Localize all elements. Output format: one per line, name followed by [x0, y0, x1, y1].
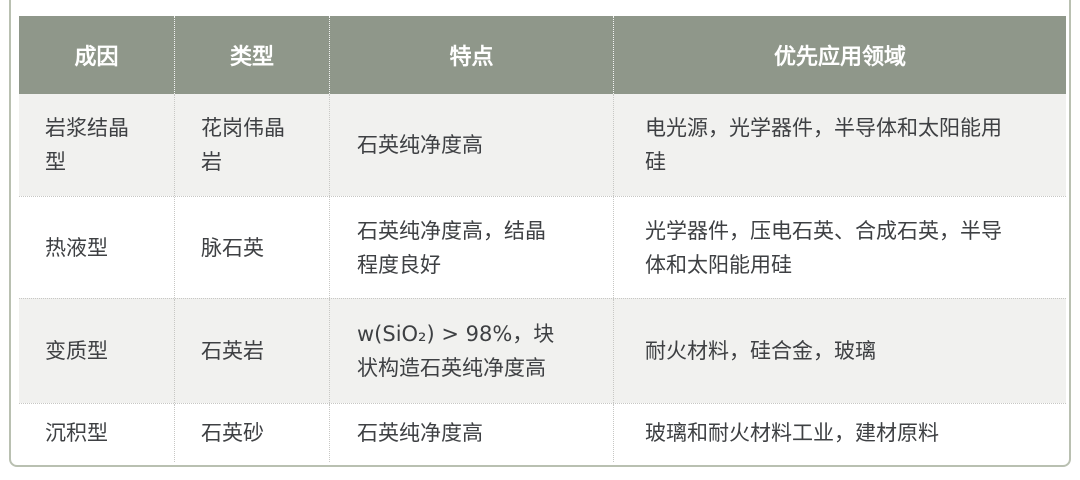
cell-text: 玻璃和耐火材料工业，建材原料 — [645, 421, 939, 445]
cell-text: 花岗伟晶岩 — [201, 116, 285, 174]
cell-cause: 岩浆结晶型 — [19, 94, 175, 196]
cell-text: 沉积型 — [45, 421, 108, 445]
cell-feature: 石英纯净度高 — [330, 404, 614, 462]
cell-feature: 石英纯净度高，结晶程度良好 — [330, 197, 614, 298]
header-cell-type: 类型 — [175, 16, 330, 94]
cell-application: 电光源，光学器件，半导体和太阳能用硅 — [614, 94, 1066, 196]
cell-text: 电光源，光学器件，半导体和太阳能用硅 — [645, 116, 1002, 174]
cell-text: 耐火材料，硅合金，玻璃 — [645, 339, 876, 363]
cell-text: 变质型 — [45, 339, 108, 363]
table-row: 沉积型 石英砂 石英纯净度高 玻璃和耐火材料工业，建材原料 — [19, 403, 1066, 462]
cell-text: 岩浆结晶型 — [45, 116, 129, 174]
cell-feature: 石英纯净度高 — [330, 94, 614, 196]
cell-text: 光学器件，压电石英、合成石英，半导体和太阳能用硅 — [645, 218, 1002, 277]
header-cell-feature: 特点 — [330, 16, 614, 94]
cell-text: 石英纯净度高 — [357, 421, 483, 445]
cell-application: 玻璃和耐火材料工业，建材原料 — [614, 404, 1066, 462]
quartz-genesis-table: 成因 类型 特点 优先应用领域 岩浆结晶型 花岗伟晶岩 石英纯净度高 电光源，光… — [19, 16, 1066, 462]
cell-cause: 沉积型 — [19, 404, 175, 462]
header-cell-cause: 成因 — [19, 16, 175, 94]
table-row: 热液型 脉石英 石英纯净度高，结晶程度良好 光学器件，压电石英、合成石英，半导体… — [19, 196, 1066, 298]
cell-text: 石英砂 — [201, 421, 264, 445]
cell-text: 热液型 — [45, 235, 108, 260]
cell-type: 石英砂 — [175, 404, 330, 462]
table-row: 变质型 石英岩 w(SiO₂) > 98%，块状构造石英纯净度高 耐火材料，硅合… — [19, 298, 1066, 403]
cell-type: 脉石英 — [175, 197, 330, 298]
cell-type: 石英岩 — [175, 299, 330, 403]
cell-feature: w(SiO₂) > 98%，块状构造石英纯净度高 — [330, 299, 614, 403]
cell-type: 花岗伟晶岩 — [175, 94, 330, 196]
cell-application: 光学器件，压电石英、合成石英，半导体和太阳能用硅 — [614, 197, 1066, 298]
cell-application: 耐火材料，硅合金，玻璃 — [614, 299, 1066, 403]
cell-text: 石英岩 — [201, 339, 264, 363]
header-cell-application: 优先应用领域 — [773, 45, 906, 70]
cell-text: w(SiO₂) > 98%，块状构造石英纯净度高 — [357, 322, 555, 380]
table-header-row: 成因 类型 特点 优先应用领域 — [19, 16, 1066, 94]
cell-cause: 热液型 — [19, 197, 175, 298]
table-row: 岩浆结晶型 花岗伟晶岩 石英纯净度高 电光源，光学器件，半导体和太阳能用硅 — [19, 94, 1066, 196]
cell-text: 石英纯净度高，结晶程度良好 — [357, 218, 546, 277]
cell-text: 脉石英 — [201, 235, 264, 260]
cell-cause: 变质型 — [19, 299, 175, 403]
cell-text: 石英纯净度高 — [357, 133, 483, 157]
